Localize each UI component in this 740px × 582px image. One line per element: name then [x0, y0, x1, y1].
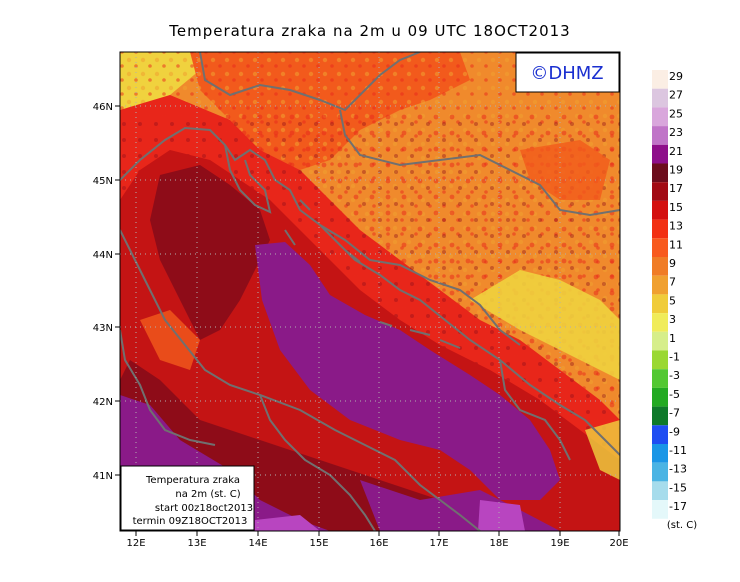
colorbar-swatch: [652, 219, 668, 239]
dhmz-watermark: ©DHMZ: [530, 63, 603, 84]
y-tick-label: 45N: [93, 176, 113, 187]
colorbar-label: 13: [669, 220, 683, 233]
y-tick-label: 46N: [93, 102, 113, 113]
colorbar-swatch: [652, 369, 668, 388]
colorbar-swatch: [652, 387, 668, 407]
field-yellow-se: [585, 420, 620, 480]
plot-frame: [119, 51, 621, 532]
colorbar-swatch: [652, 70, 668, 89]
montenegro-border: [499, 359, 571, 461]
northern-border: [199, 52, 421, 112]
colorbar-label: 7: [669, 276, 676, 289]
colorbar-label: 11: [669, 238, 683, 251]
colorbar-swatch: [652, 406, 668, 426]
colorbar-swatch: [652, 500, 668, 519]
colorbar-label: 23: [669, 126, 683, 139]
colorbar-swatch: [652, 238, 668, 257]
colorbar-swatch: [652, 425, 668, 444]
field-dark-red-north-adriatic: [150, 165, 270, 340]
colorbar-swatch: [652, 331, 668, 351]
colorbar-label: 29: [669, 70, 683, 83]
colorbar-swatch: [652, 462, 668, 482]
colorbar-label: -11: [669, 444, 687, 457]
colorbar-swatch: [652, 107, 668, 127]
x-tick-label: 14E: [248, 538, 267, 549]
x-tick-label: 20E: [609, 538, 628, 549]
colorbar-label: -5: [669, 388, 680, 401]
colorbar-label: 27: [669, 89, 683, 102]
colorbar-swatch: [652, 257, 668, 276]
italy-inland-line: [120, 329, 216, 446]
field-purple-adriatic: [255, 242, 560, 500]
colorbar-label: -15: [669, 481, 687, 494]
info-line-4: termin 09Z18OCT2013: [133, 516, 248, 527]
colorbar-swatch: [652, 88, 668, 108]
italy-east-coast: [120, 229, 481, 531]
temperature-field: [120, 52, 620, 531]
colorbar: 29 27 25 23 21 19 17 15 13 11 9 7 5 3 1 -1 -3 -5 -7 -9 -11 -1…: [652, 70, 687, 519]
watermark-box: ©DHMZ: [515, 52, 620, 93]
bosnia-border: [319, 224, 521, 346]
colorbar-label: 19: [669, 164, 683, 177]
colorbar-label: 15: [669, 201, 683, 214]
info-line-2: na 2m (st. C): [175, 489, 240, 500]
colorbar-label: 21: [669, 145, 683, 158]
colorbar-label: -13: [669, 463, 687, 476]
x-tick-label: 16E: [369, 538, 388, 549]
y-tick-label: 41N: [93, 471, 113, 482]
colorbar-swatch: [652, 481, 668, 501]
x-tick-label: 18E: [489, 538, 508, 549]
gargano-coast: [259, 394, 376, 531]
islands: [284, 199, 461, 349]
y-tick-label: 44N: [93, 250, 113, 261]
colorbar-label: -3: [669, 369, 680, 382]
info-line-3: start 00z18oct2013: [155, 503, 253, 514]
colorbar-label: 3: [669, 313, 676, 326]
x-tick-label: 15E: [309, 538, 328, 549]
y-tick-label: 43N: [93, 323, 113, 334]
info-box: Temperatura zraka na 2m (st. C) start 00…: [120, 465, 255, 531]
istria-coast: [224, 144, 272, 214]
tick-marks: [115, 105, 620, 536]
x-tick-label: 19E: [550, 538, 569, 549]
colorbar-label: 1: [669, 332, 676, 345]
field-orange-red-italy: [140, 310, 200, 370]
graticule: [120, 52, 620, 531]
x-tick-label: 13E: [187, 538, 206, 549]
x-tick-labels: 12E 13E 14E 15E 16E 17E 18E 19E 20E: [126, 538, 628, 549]
colorbar-label: -9: [669, 425, 680, 438]
colorbar-swatch: [652, 350, 668, 370]
colorbar-swatch: [652, 144, 668, 164]
colorbar-swatch: [652, 200, 668, 220]
x-tick-label: 12E: [126, 538, 145, 549]
info-line-1: Temperatura zraka: [145, 475, 240, 486]
colorbar-label: -1: [669, 351, 680, 364]
colorbar-label: 17: [669, 182, 683, 195]
croatia-north-border: [339, 109, 620, 217]
colorbar-swatch: [652, 444, 668, 463]
colorbar-swatch: [652, 275, 668, 295]
adriatic-east-coast: [120, 126, 620, 456]
colorbar-swatch: [652, 163, 668, 183]
colorbar-label: 25: [669, 107, 683, 120]
colorbar-swatch: [652, 294, 668, 314]
colorbar-label: -17: [669, 500, 687, 513]
colorbar-label: 5: [669, 294, 676, 307]
field-light-purple-2: [478, 500, 525, 531]
map-title: Temperatura zraka na 2m u 09 UTC 18OCT20…: [169, 22, 571, 40]
field-orange-red-ne: [520, 140, 610, 200]
colorbar-swatch: [652, 313, 668, 332]
y-tick-label: 42N: [93, 397, 113, 408]
y-tick-labels: 46N 45N 44N 43N 42N 41N: [93, 102, 113, 482]
colorbar-label: 9: [669, 257, 676, 270]
colorbar-swatch: [652, 182, 668, 201]
colorbar-label: -7: [669, 407, 680, 420]
field-yellow-east: [470, 270, 620, 380]
colorbar-swatch: [652, 126, 668, 145]
x-tick-label: 17E: [429, 538, 448, 549]
colorbar-unit: (st. C): [667, 520, 697, 531]
field-light-purple-1: [255, 515, 320, 531]
